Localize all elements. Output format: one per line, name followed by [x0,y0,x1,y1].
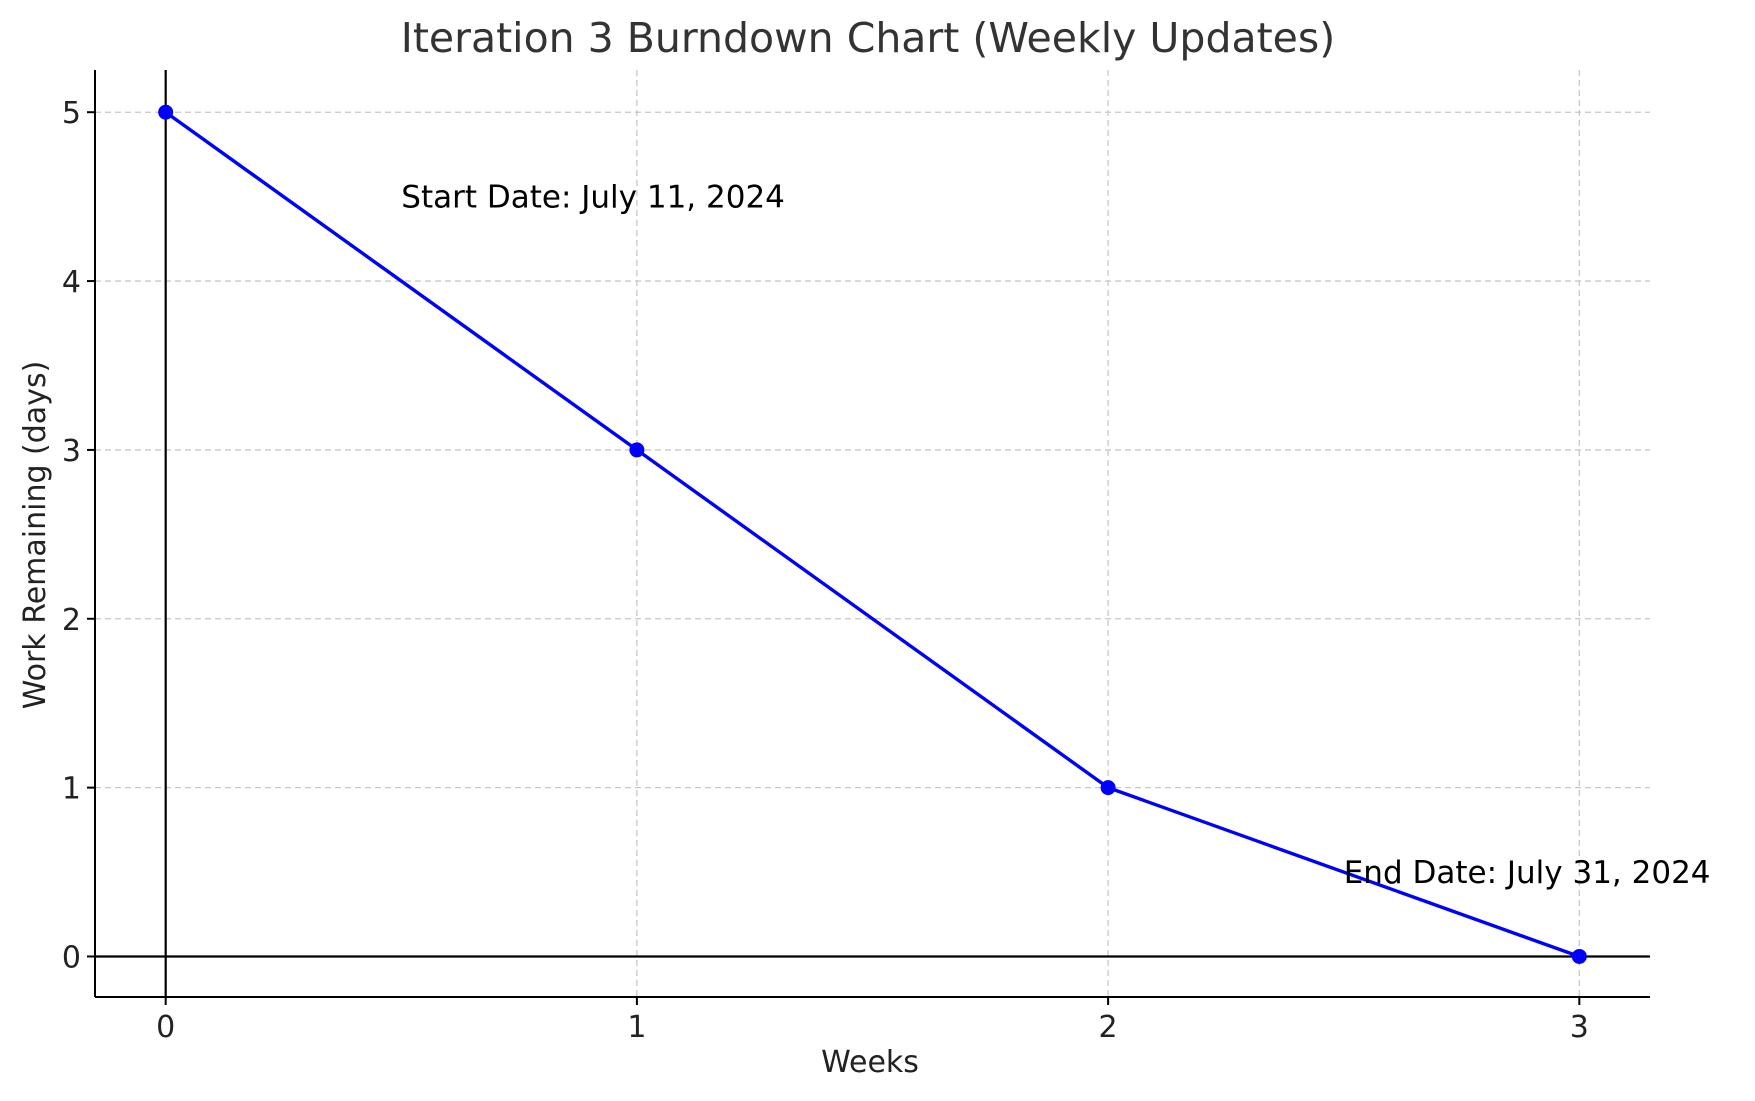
x-tick-label: 2 [1099,1010,1118,1045]
y-tick-label: 5 [62,96,81,131]
y-axis-label: Work Remaining (days) [18,361,53,710]
x-axis-label: Weeks [821,1045,919,1080]
y-axis-ticks: 0 1 2 3 4 5 [62,96,95,975]
annotations: Start Date: July 11, 2024 End Date: July … [401,180,1710,891]
data-point [629,442,645,458]
axes-spines [94,70,1650,998]
y-tick-label: 4 [62,265,81,300]
x-tick-label: 3 [1570,1010,1589,1045]
chart-title: Iteration 3 Burndown Chart (Weekly Updat… [401,14,1336,62]
x-axis-ticks: 0 1 2 3 [156,997,1589,1045]
x-tick-label: 0 [156,1010,175,1045]
y-tick-label: 0 [62,940,81,975]
annotation-label: Start Date: July 11, 2024 [401,180,785,216]
data-point [158,104,174,120]
data-point [1571,948,1587,964]
y-tick-label: 3 [62,434,81,469]
x-tick-label: 1 [627,1010,646,1045]
series-line [164,110,1580,959]
reference-lines [95,70,1650,997]
y-tick-label: 2 [62,603,81,638]
series-layer [158,104,1587,964]
data-point [1100,780,1116,796]
y-tick-label: 1 [62,772,81,807]
annotation-label: End Date: July 31, 2024 [1344,855,1711,891]
